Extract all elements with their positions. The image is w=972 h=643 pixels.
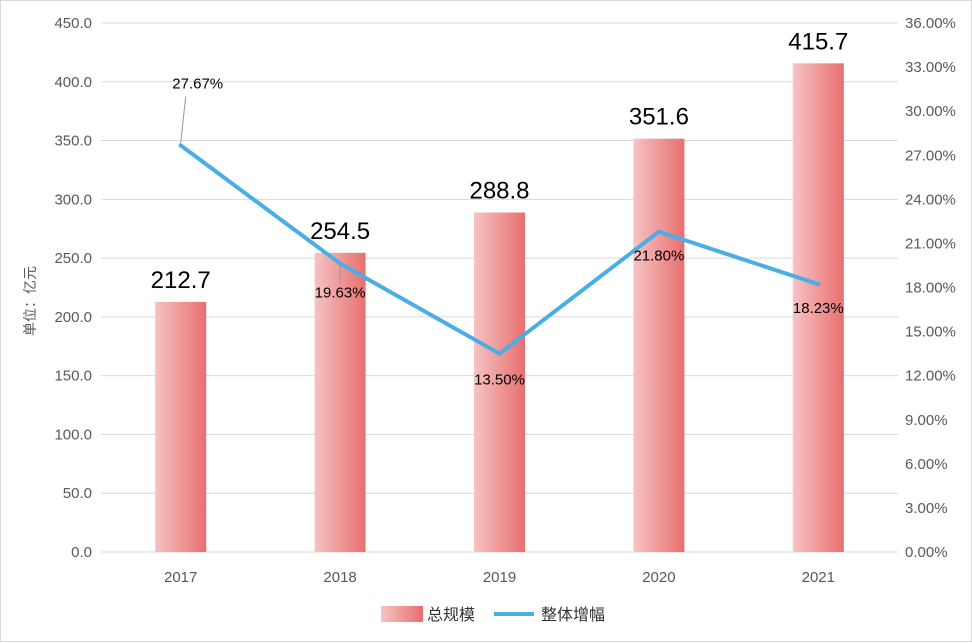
right-tick-label: 12.00% (905, 368, 956, 385)
left-tick-label: 150.0 (54, 368, 92, 385)
line-point (178, 143, 183, 148)
bar-value-label: 288.8 (469, 177, 529, 204)
bar-value-label: 212.7 (151, 267, 211, 294)
x-tick-label: 2020 (642, 569, 675, 586)
x-tick-label: 2018 (323, 569, 356, 586)
left-tick-label: 350.0 (54, 133, 92, 150)
left-tick-label: 0.0 (71, 544, 92, 561)
right-tick-label: 24.00% (905, 191, 956, 208)
line-value-label: 18.23% (793, 300, 844, 317)
line-series (178, 143, 821, 356)
right-tick-label: 6.00% (905, 456, 948, 473)
legend: 总规模 整体增幅 (381, 606, 605, 624)
left-tick-label: 50.0 (63, 485, 92, 502)
bar-value-label: 351.6 (629, 104, 689, 131)
line-value-label: 21.80% (633, 248, 684, 265)
right-tick-label: 33.00% (905, 59, 956, 76)
bar (792, 63, 844, 552)
left-tick-label: 200.0 (54, 309, 92, 326)
right-tick-label: 36.00% (905, 15, 956, 32)
leader-line (180, 96, 187, 144)
bar-value-label: 415.7 (788, 28, 848, 55)
line-value-label: 27.67% (172, 75, 223, 92)
bar (633, 138, 685, 552)
right-tick-label: 15.00% (905, 324, 956, 341)
right-tick-label: 30.00% (905, 103, 956, 120)
left-tick-label: 400.0 (54, 74, 92, 91)
legend-label-line: 整体增幅 (541, 606, 605, 624)
right-tick-label: 27.00% (905, 147, 956, 164)
right-tick-label: 3.00% (905, 500, 948, 517)
x-tick-label: 2017 (164, 569, 197, 586)
x-axis: 2017 2018 2019 2020 2021 (164, 569, 835, 586)
left-tick-label: 100.0 (54, 426, 92, 443)
x-tick-label: 2021 (802, 569, 835, 586)
line-point (656, 229, 661, 234)
bar (474, 212, 525, 552)
bar (155, 301, 207, 552)
right-y-axis: 0.00% 3.00% 6.00% 9.00% 12.00% 15.00% 18.00% 21… (905, 15, 956, 561)
line-point (338, 261, 343, 266)
legend-swatch-bar (381, 606, 423, 622)
left-y-axis: 0.0 50.0 100.0 150.0 200.0 250.0 300.0 350.0 400… (54, 15, 92, 561)
legend-label-bar: 总规模 (427, 606, 475, 624)
line-value-label: 19.63% (315, 285, 366, 302)
x-tick-label: 2019 (483, 569, 516, 586)
line-value-label: 13.50% (474, 372, 525, 389)
right-tick-label: 9.00% (905, 412, 948, 429)
left-tick-label: 450.0 (54, 15, 92, 32)
bar-value-label: 254.5 (310, 218, 370, 245)
line-point (497, 351, 502, 356)
bar-series (155, 63, 844, 552)
left-tick-label: 250.0 (54, 250, 92, 267)
left-tick-label: 300.0 (54, 191, 92, 208)
line-point (816, 282, 821, 287)
y-axis-title: 单位：亿元 (22, 266, 38, 336)
right-tick-label: 0.00% (905, 544, 948, 561)
data-labels: 212.7 254.5 288.8 351.6 415.7 27.67% 19.63% 13.… (151, 28, 849, 388)
bar (314, 252, 366, 552)
right-tick-label: 18.00% (905, 280, 956, 297)
right-tick-label: 21.00% (905, 235, 956, 252)
